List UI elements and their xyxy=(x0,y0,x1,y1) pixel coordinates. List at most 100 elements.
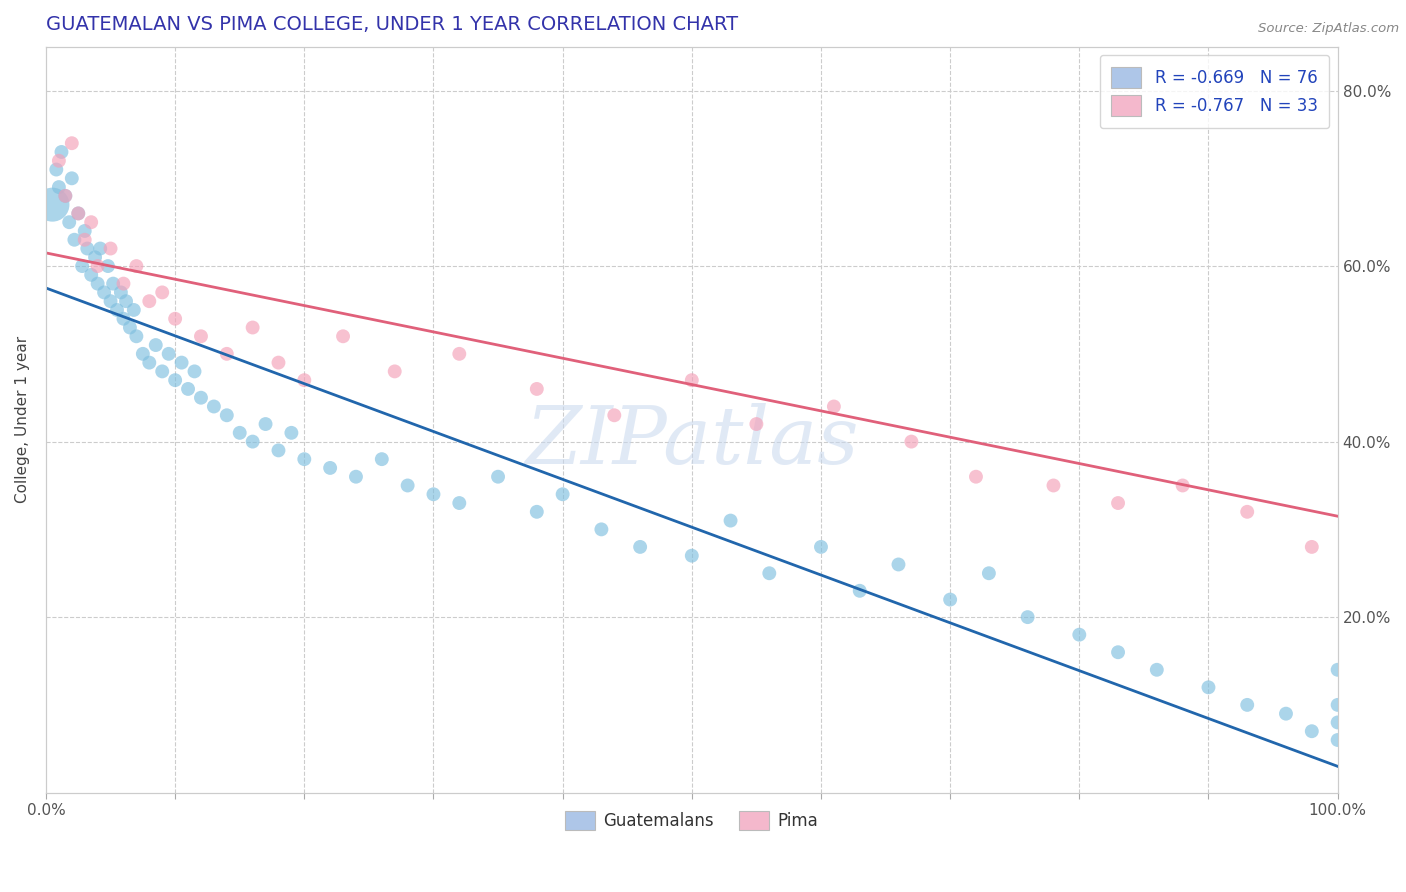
Text: GUATEMALAN VS PIMA COLLEGE, UNDER 1 YEAR CORRELATION CHART: GUATEMALAN VS PIMA COLLEGE, UNDER 1 YEAR… xyxy=(46,15,738,34)
Point xyxy=(848,583,870,598)
Point xyxy=(887,558,910,572)
Point xyxy=(48,180,70,194)
Point xyxy=(115,294,138,309)
Point xyxy=(105,302,128,317)
Point xyxy=(190,329,212,343)
Y-axis label: College, Under 1 year: College, Under 1 year xyxy=(15,336,30,503)
Point xyxy=(628,540,651,554)
Point xyxy=(122,302,145,317)
Point xyxy=(100,242,122,256)
Point xyxy=(165,373,187,387)
Point xyxy=(319,461,342,475)
Point xyxy=(110,285,132,300)
Point xyxy=(332,329,354,343)
Point xyxy=(1107,645,1129,659)
Point xyxy=(177,382,200,396)
Point xyxy=(170,356,193,370)
Point xyxy=(202,400,225,414)
Point xyxy=(1198,681,1220,695)
Point xyxy=(939,592,962,607)
Point xyxy=(76,242,98,256)
Point xyxy=(100,294,122,309)
Text: ZIPatlas: ZIPatlas xyxy=(524,403,859,481)
Point xyxy=(267,443,290,458)
Point xyxy=(101,277,124,291)
Point xyxy=(132,347,155,361)
Point xyxy=(67,206,90,220)
Point xyxy=(1326,733,1348,747)
Point xyxy=(145,338,167,352)
Point xyxy=(150,285,173,300)
Point xyxy=(86,277,108,291)
Point xyxy=(63,233,86,247)
Point xyxy=(70,259,93,273)
Point xyxy=(84,250,107,264)
Point xyxy=(93,285,115,300)
Point xyxy=(449,496,471,510)
Point xyxy=(603,409,626,423)
Point xyxy=(138,356,160,370)
Point xyxy=(58,215,80,229)
Point xyxy=(254,417,277,431)
Point xyxy=(112,311,135,326)
Point xyxy=(125,329,148,343)
Point xyxy=(396,478,419,492)
Point xyxy=(48,153,70,168)
Point xyxy=(215,347,238,361)
Point xyxy=(41,197,63,211)
Point xyxy=(1326,698,1348,712)
Point xyxy=(1146,663,1168,677)
Point xyxy=(280,425,302,440)
Point xyxy=(53,189,76,203)
Point xyxy=(371,452,394,467)
Point xyxy=(1275,706,1298,721)
Point xyxy=(86,259,108,273)
Point xyxy=(45,162,67,177)
Point xyxy=(242,434,264,449)
Point xyxy=(1301,724,1323,739)
Legend: Guatemalans, Pima: Guatemalans, Pima xyxy=(558,804,825,837)
Point xyxy=(118,320,141,334)
Point xyxy=(67,206,90,220)
Point xyxy=(1107,496,1129,510)
Point xyxy=(1236,505,1258,519)
Point xyxy=(449,347,471,361)
Point xyxy=(823,400,845,414)
Point xyxy=(486,469,509,483)
Point xyxy=(1301,540,1323,554)
Point xyxy=(60,136,83,151)
Point xyxy=(97,259,120,273)
Point xyxy=(73,233,96,247)
Text: Source: ZipAtlas.com: Source: ZipAtlas.com xyxy=(1258,22,1399,36)
Point xyxy=(1326,715,1348,730)
Point xyxy=(242,320,264,334)
Point xyxy=(745,417,768,431)
Point xyxy=(1326,663,1348,677)
Point xyxy=(1171,478,1194,492)
Point xyxy=(157,347,180,361)
Point xyxy=(228,425,250,440)
Point xyxy=(51,145,73,159)
Point xyxy=(73,224,96,238)
Point xyxy=(215,409,238,423)
Point xyxy=(80,268,103,282)
Point xyxy=(591,522,613,536)
Point xyxy=(526,382,548,396)
Point xyxy=(267,356,290,370)
Point xyxy=(900,434,922,449)
Point xyxy=(344,469,367,483)
Point xyxy=(384,364,406,378)
Point xyxy=(165,311,187,326)
Point xyxy=(720,514,742,528)
Point xyxy=(681,549,703,563)
Point xyxy=(292,452,315,467)
Point xyxy=(1236,698,1258,712)
Point xyxy=(977,566,1000,581)
Point xyxy=(810,540,832,554)
Point xyxy=(80,215,103,229)
Point xyxy=(422,487,444,501)
Point xyxy=(112,277,135,291)
Point xyxy=(1042,478,1064,492)
Point xyxy=(758,566,780,581)
Point xyxy=(1069,628,1091,642)
